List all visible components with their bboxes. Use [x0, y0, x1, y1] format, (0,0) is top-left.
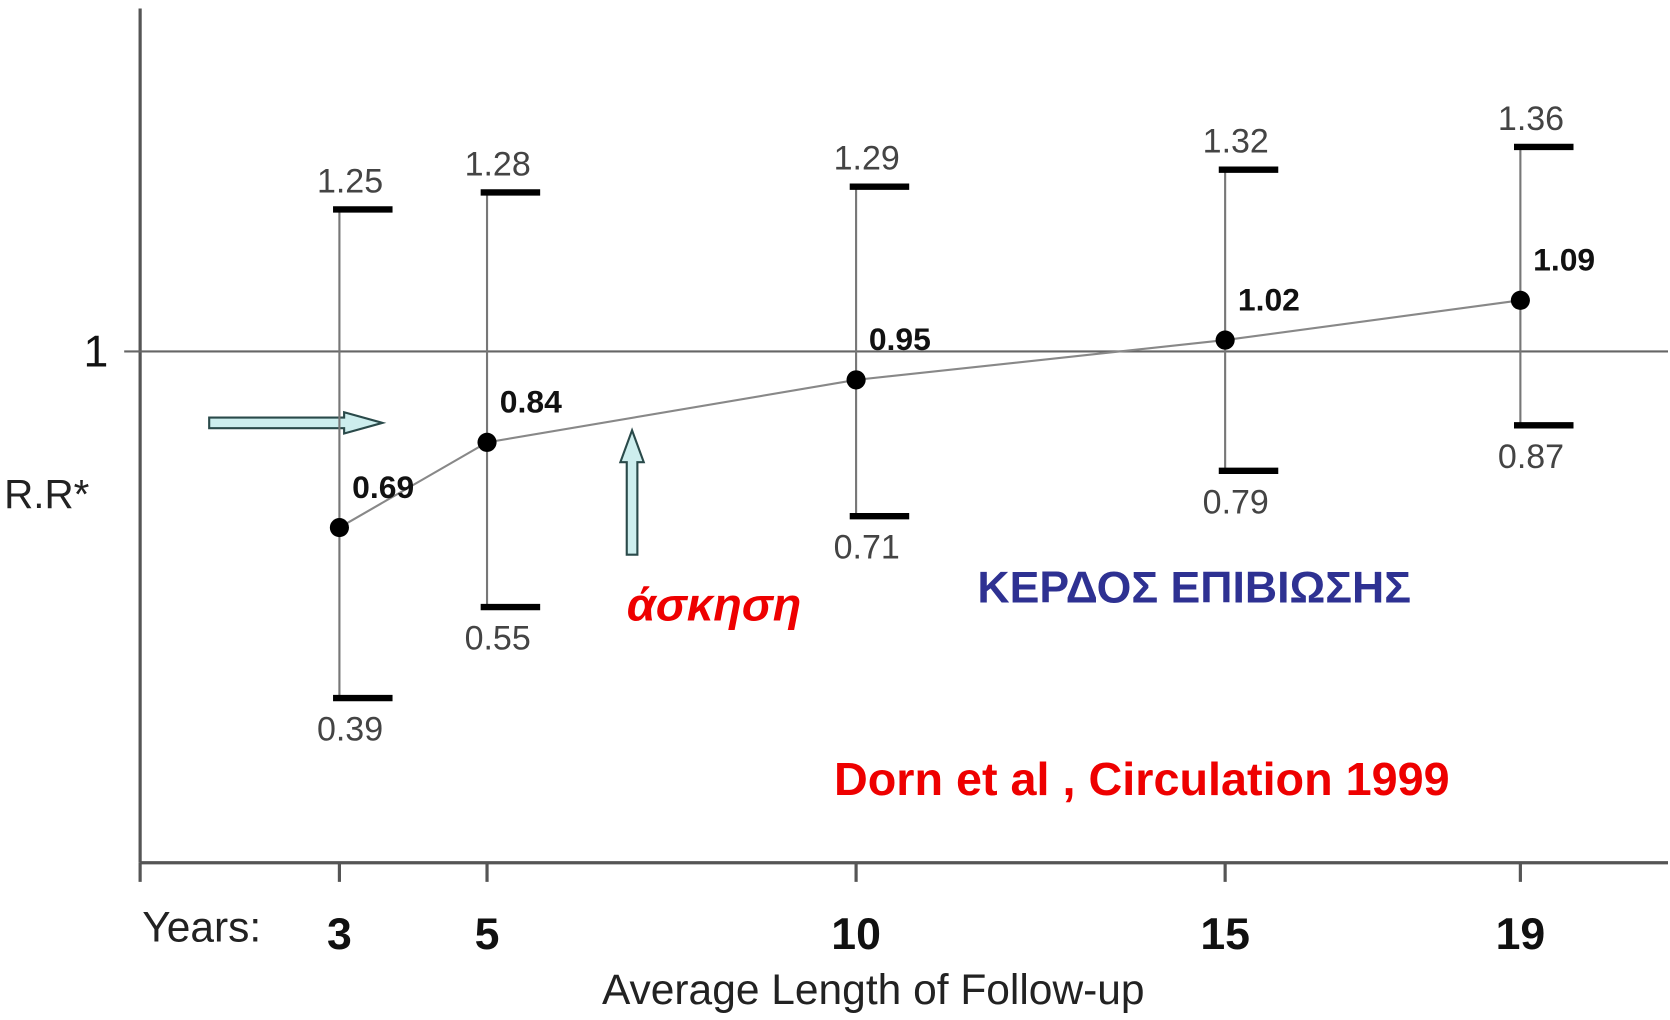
upper-label: 1.29 — [834, 140, 900, 178]
x-tick-label: 10 — [831, 910, 881, 959]
x-axis-prefix: Years: — [142, 904, 261, 951]
x-tick-label: 19 — [1496, 910, 1546, 959]
upper-label: 1.25 — [317, 162, 383, 200]
lower-label: 0.79 — [1203, 483, 1269, 521]
estimate-label: 0.69 — [352, 469, 414, 505]
estimate-label: 1.02 — [1238, 281, 1300, 317]
upper-label: 1.28 — [465, 145, 531, 183]
upper-label: 1.36 — [1498, 100, 1564, 138]
x-tick-label: 15 — [1200, 910, 1250, 959]
lower-label: 0.39 — [317, 711, 383, 749]
annotation-survival: ΚΕΡΔΟΣ ΕΠΙΒΙΩΣΗΣ — [977, 563, 1411, 612]
y-tick-label: 1 — [83, 327, 108, 376]
x-tick-label: 3 — [327, 910, 352, 959]
estimate-label: 0.84 — [500, 384, 562, 420]
arrow-right — [208, 410, 387, 435]
lower-label: 0.87 — [1498, 438, 1564, 476]
x-axis-label: Average Length of Follow-up — [602, 967, 1145, 1014]
upper-label: 1.32 — [1203, 123, 1269, 161]
y-axis-label: R.R* — [4, 471, 90, 517]
lower-label: 0.55 — [465, 620, 531, 658]
estimate-point — [846, 370, 866, 390]
annotation-exercise: άσκηση — [627, 579, 802, 631]
x-tick-label: 5 — [475, 910, 500, 959]
annotation-citation: Dorn et al , Circulation 1999 — [834, 753, 1450, 805]
estimate-point — [477, 432, 497, 452]
estimate-point — [329, 518, 349, 538]
arrow-up — [618, 427, 646, 556]
estimate-label: 1.09 — [1533, 242, 1595, 278]
estimate-label: 0.95 — [869, 321, 931, 357]
estimate-point — [1510, 290, 1530, 310]
estimate-point — [1215, 330, 1235, 350]
lower-label: 0.71 — [834, 529, 900, 567]
